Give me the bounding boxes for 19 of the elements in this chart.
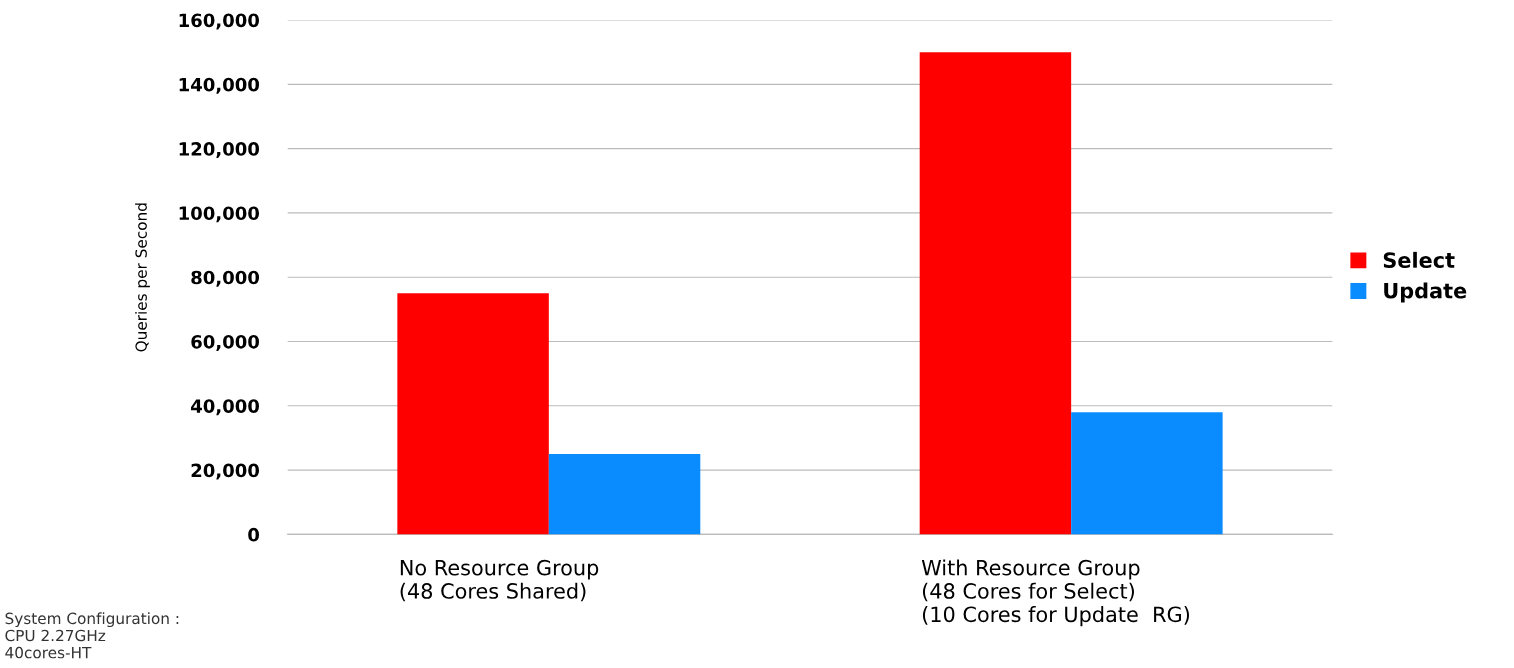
y-tick-label: 0 [248, 527, 260, 542]
y-tick-label: 40,000 [191, 399, 260, 416]
y-tick-label: 160,000 [179, 13, 260, 30]
bar [919, 52, 1072, 535]
y-tick-label: 120,000 [179, 142, 260, 159]
y-tick-label: 80,000 [191, 270, 260, 287]
y-tick-label: 20,000 [191, 463, 260, 480]
y-tick-label: 60,000 [191, 334, 260, 351]
y-tick-label: 140,000 [179, 77, 260, 94]
y-axis-title: Queries per Second [135, 203, 150, 352]
bar [548, 454, 701, 535]
text: System Configuration : CPU 2.27GHz 40cores-HT [5, 612, 179, 659]
bar [1071, 412, 1223, 535]
legend-label: Select [1383, 251, 1455, 268]
x-tick-label: No Resource Group (48 Cores Shared) [400, 559, 599, 602]
bar [397, 293, 549, 535]
y-tick-label: 100,000 [179, 206, 260, 223]
legend-label: Update [1384, 282, 1467, 303]
x-tick-label: With Resource Group (48 Cores for Select) (10 Cores for Update RG) [921, 559, 1190, 627]
